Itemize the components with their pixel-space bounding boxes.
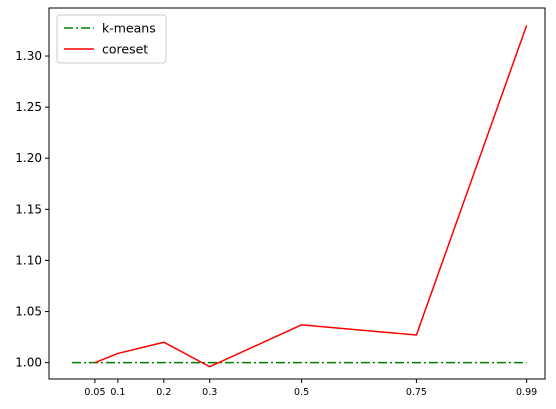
plot-frame <box>48 7 546 380</box>
plot-area <box>49 8 545 379</box>
y-tick-label: 1.10 <box>15 253 42 267</box>
x-axis: 0.05 0.1 0.2 0.3 0.5 0.75 0.99 <box>84 379 537 398</box>
x-tick-label: 0.2 <box>156 387 171 398</box>
y-tick-label: 1.30 <box>15 49 42 63</box>
series-layer <box>71 25 528 368</box>
legend-label-k-means: k-means <box>102 21 156 36</box>
x-tick-label: 0.3 <box>202 387 217 398</box>
y-tick-label: 1.15 <box>15 202 42 216</box>
x-tick-label: 0.5 <box>294 387 309 398</box>
series-line-coreset <box>94 25 528 368</box>
x-tick-label: 0.75 <box>406 387 427 398</box>
legend-label-coreset: coreset <box>102 42 148 57</box>
legend-box <box>56 14 167 64</box>
y-tick-label: 1.05 <box>15 305 42 319</box>
x-tick-label: 0.05 <box>84 387 105 398</box>
x-tick-label: 0.1 <box>110 387 125 398</box>
y-axis: 1.00 1.05 1.10 1.15 1.20 1.25 1.30 <box>15 49 49 370</box>
legend: k-means coreset <box>56 14 167 64</box>
y-tick-label: 1.00 <box>15 356 42 370</box>
x-tick-label: 0.99 <box>516 387 537 398</box>
y-tick-label: 1.25 <box>15 100 42 114</box>
y-tick-label: 1.20 <box>15 151 42 165</box>
